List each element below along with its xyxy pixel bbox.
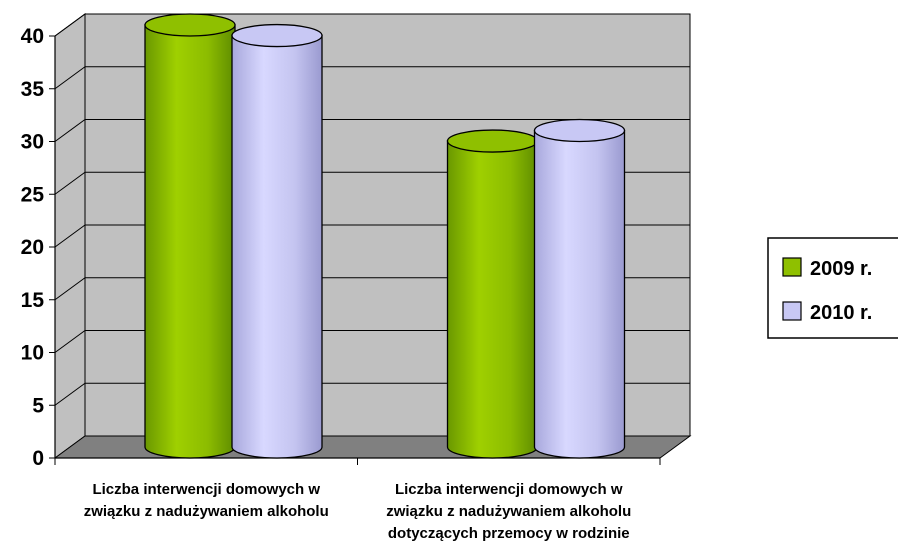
gridline-side bbox=[54, 277, 86, 301]
gridline-side bbox=[54, 13, 86, 37]
legend-label: 2010 r. bbox=[810, 302, 872, 324]
legend: 2009 r. 2010 r. bbox=[767, 237, 898, 339]
bar-body bbox=[231, 34, 323, 459]
gridline-side bbox=[54, 330, 86, 353]
category-label-0: Liczba interwencji domowych w związku z n… bbox=[84, 481, 329, 520]
legend-swatch bbox=[782, 257, 802, 277]
y-tick-label: 40 bbox=[21, 25, 44, 48]
y-tick-label: 5 bbox=[32, 394, 44, 417]
y-tick-label: 30 bbox=[21, 131, 44, 154]
gridline-side bbox=[54, 382, 86, 406]
y-tick-label: 20 bbox=[21, 236, 44, 259]
bars bbox=[144, 13, 626, 459]
bar-body bbox=[144, 24, 236, 459]
bar-2009 r.-1 bbox=[446, 129, 539, 459]
gridline-side bbox=[54, 119, 86, 142]
y-tick-label: 0 bbox=[32, 447, 44, 470]
bar-top bbox=[446, 129, 539, 153]
legend-label: 2009 r. bbox=[810, 258, 872, 280]
gridline-side bbox=[54, 66, 86, 90]
legend-swatch bbox=[782, 301, 802, 321]
y-tick-label: 15 bbox=[21, 289, 45, 312]
bar-2010 r.-1 bbox=[533, 118, 626, 459]
gridline-side bbox=[54, 171, 86, 195]
x-axis-labels: Liczba interwencji domowych w związku z n… bbox=[84, 481, 632, 542]
y-tick-label: 35 bbox=[21, 78, 45, 101]
bar-2010 r.-0 bbox=[231, 23, 323, 459]
legend-box bbox=[767, 237, 898, 339]
bar-top bbox=[231, 23, 323, 48]
y-tick-label: 25 bbox=[21, 183, 45, 206]
axes bbox=[49, 35, 661, 465]
bar-body bbox=[533, 129, 626, 459]
y-axis-ticks: 0 5 10 15 20 25 30 35 40 bbox=[21, 25, 45, 470]
bar-top bbox=[533, 118, 626, 143]
y-tick-label: 10 bbox=[21, 342, 44, 365]
gridline-side bbox=[54, 224, 86, 248]
bar-top bbox=[144, 13, 236, 37]
category-label-1: Liczba interwencji domowych w związku z n… bbox=[386, 481, 631, 542]
bar-body bbox=[446, 140, 539, 459]
bar-2009 r.-0 bbox=[144, 13, 236, 459]
